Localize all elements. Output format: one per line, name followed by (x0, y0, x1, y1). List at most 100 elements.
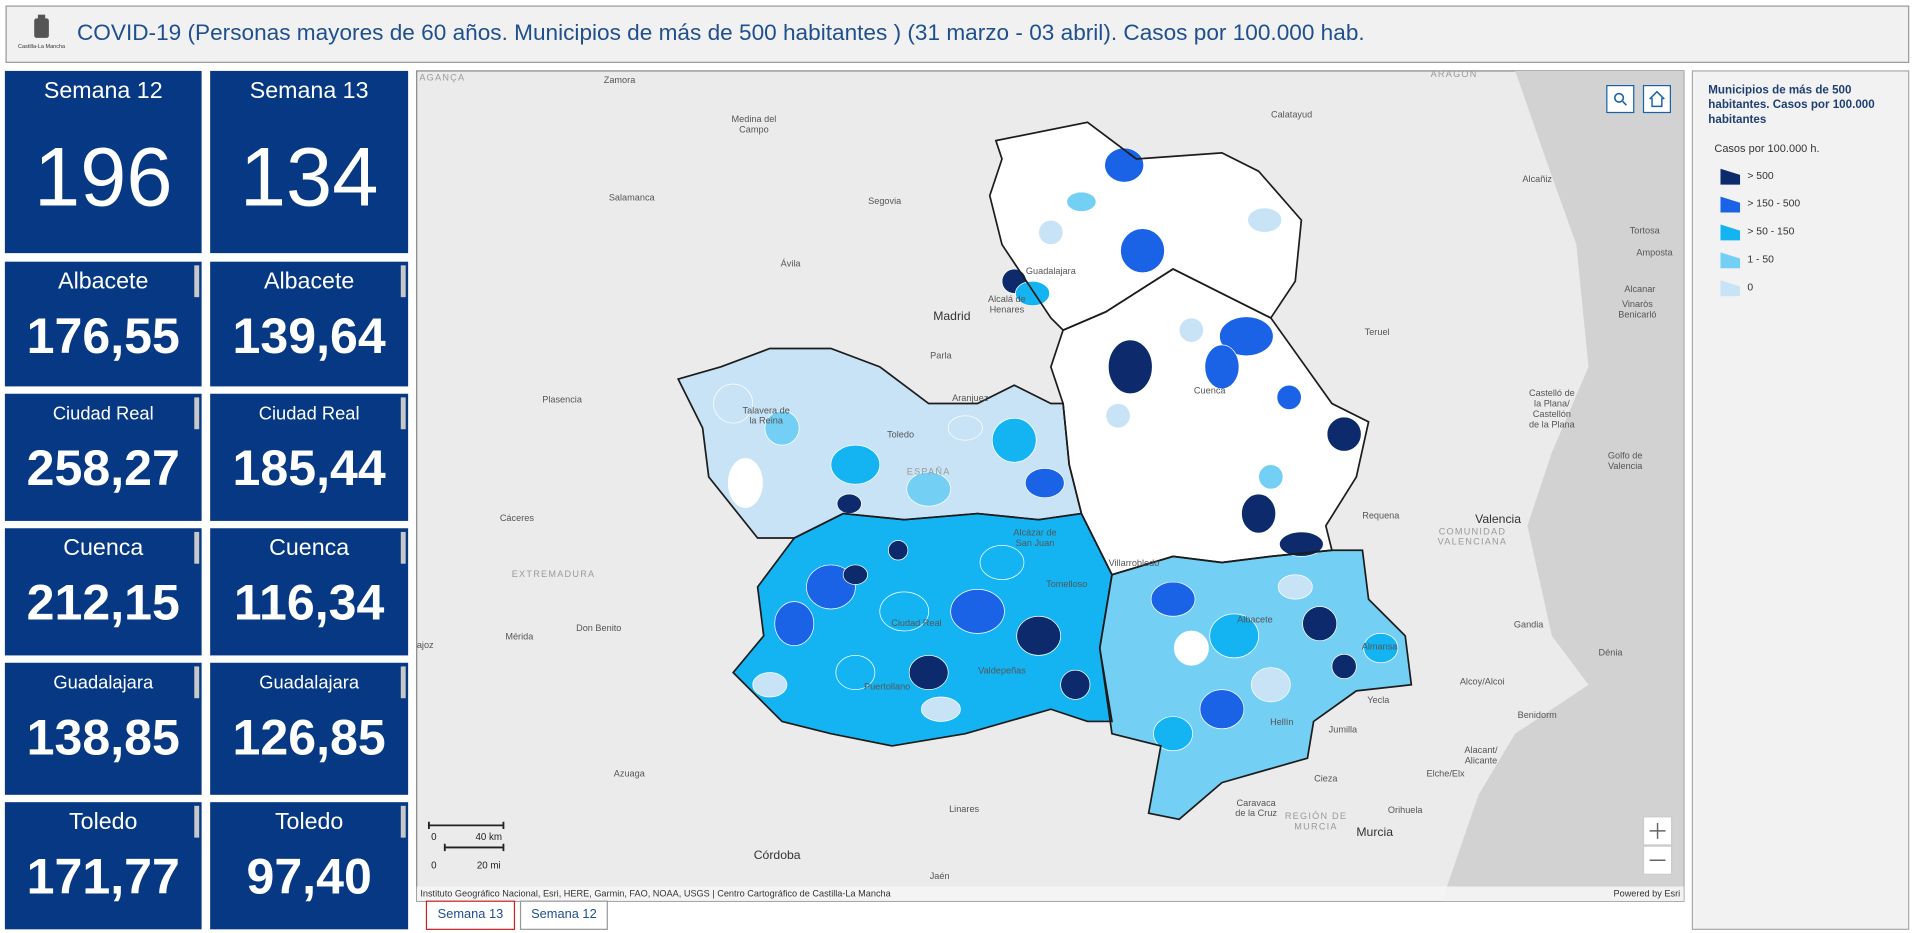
map-label: Dénia (1599, 647, 1624, 657)
legend-label: > 50 - 150 (1747, 227, 1794, 238)
scrollbar (400, 397, 406, 430)
map-label: Tomelloso (1046, 579, 1087, 589)
map-label: Zamora (604, 75, 636, 85)
scrollbar (400, 805, 406, 838)
municipality-patch (1016, 615, 1062, 656)
legend-swatch (1720, 252, 1741, 269)
municipality-patch (1105, 403, 1131, 429)
map-label: ARAGÓN (1431, 69, 1478, 79)
logo-text: Castilla-La Mancha (18, 44, 66, 50)
province-outline (732, 512, 1113, 747)
search-button[interactable] (1606, 84, 1635, 114)
home-icon (1649, 90, 1665, 108)
municipality-patch (836, 493, 862, 514)
map-label: Alcázar de (1013, 528, 1056, 538)
card (210, 528, 409, 656)
tab[interactable] (425, 900, 516, 930)
attribution: Instituto Geográfico Nacional, Esri, HER… (420, 888, 891, 898)
map-label: Medina del (732, 114, 777, 124)
municipality-patch (1104, 147, 1145, 183)
map-label: Ciudad Real (891, 618, 941, 628)
map-label: la Plana/ (1534, 399, 1570, 409)
municipality-patch (1302, 606, 1338, 642)
zoom-in-icon (1649, 822, 1666, 839)
card-value: 171,77 (27, 849, 180, 905)
map-label: Don Benito (576, 623, 621, 633)
map-label: Henares (990, 304, 1025, 314)
municipality-patch (1060, 669, 1091, 700)
card-value: 139,64 (233, 308, 386, 364)
map-label: Valencia (1475, 512, 1521, 526)
map-label: Alcalá de (988, 294, 1026, 304)
municipality-patch (1279, 531, 1324, 557)
map-label: Aranjuez (952, 393, 989, 403)
municipality-patch (1331, 653, 1357, 680)
scale-bar (427, 821, 505, 852)
map-label: Segovia (868, 196, 902, 206)
map-label: Amposta (1636, 248, 1673, 258)
legend-swatch (1720, 168, 1741, 185)
map-label: ESPAÑA (907, 466, 951, 476)
card-label: Guadalajara (53, 671, 154, 692)
card (4, 528, 202, 656)
municipality-patch (979, 545, 1025, 580)
municipality-patch (1015, 280, 1051, 307)
map-label: AGANÇA (419, 73, 465, 83)
map-label: Valdepeñas (978, 666, 1026, 676)
municipality-patch (727, 458, 763, 508)
card-value: 185,44 (233, 440, 386, 496)
municipality-patch (830, 444, 881, 485)
municipality-patch (947, 415, 983, 441)
municipality-patch (842, 564, 868, 585)
map-label: Caravaca (1237, 798, 1277, 808)
scrollbar (400, 666, 406, 699)
map-label: Guadalajara (1026, 266, 1077, 276)
card-label: Guadalajara (259, 671, 360, 692)
legend-title: Municipios de más de 500 (1708, 84, 1851, 97)
legend-label: 1 - 50 (1747, 254, 1774, 265)
municipality-patch (1326, 416, 1362, 452)
municipality-patch (1066, 191, 1097, 212)
municipality-patch (879, 591, 930, 632)
map-label: Alicante (1465, 756, 1498, 766)
card-label: Semana 13 (250, 77, 369, 103)
municipality-patch (1199, 689, 1245, 730)
card-value: 212,15 (27, 575, 180, 631)
header-bar (5, 5, 1910, 63)
map-label: Cáceres (500, 513, 535, 523)
map-label: San Juan (1016, 538, 1055, 548)
scale-label: 40 km (475, 832, 502, 843)
municipality-patch (713, 383, 754, 424)
map-label: Tortosa (1630, 226, 1661, 236)
scrollbar (194, 666, 200, 699)
card-label: Semana 12 (44, 77, 163, 103)
map-label: la Reina (749, 416, 783, 426)
municipality-patch (1258, 464, 1284, 490)
scrollbar (194, 397, 200, 430)
map-label: Murcia (1356, 825, 1393, 839)
map-label: Linares (949, 804, 979, 814)
map-label: Requena (1362, 510, 1400, 520)
powered-by: Powered by Esri (1614, 888, 1681, 898)
municipality-patch (991, 417, 1037, 463)
map-label: Golfo de (1608, 451, 1643, 461)
municipality-patch (1204, 344, 1240, 390)
tab[interactable] (519, 900, 608, 930)
map-label: Parla (930, 350, 952, 360)
card-label: Ciudad Real (259, 402, 360, 423)
municipality-patch (1153, 716, 1193, 752)
card-label: Toledo (275, 808, 343, 834)
municipality-patch (1178, 317, 1204, 343)
card-value: 97,40 (246, 849, 371, 905)
legend-title: habitantes (1708, 113, 1766, 126)
home-button[interactable] (1642, 84, 1672, 114)
card (4, 662, 202, 795)
scale-label: 20 mi (477, 860, 501, 871)
map-label: Alcanar (1624, 284, 1655, 294)
map-label: Teruel (1365, 327, 1390, 337)
map-label: Jaén (930, 871, 950, 881)
tab-label: Semana 13 (438, 906, 504, 921)
map-label: de la Cruz (1235, 808, 1277, 818)
